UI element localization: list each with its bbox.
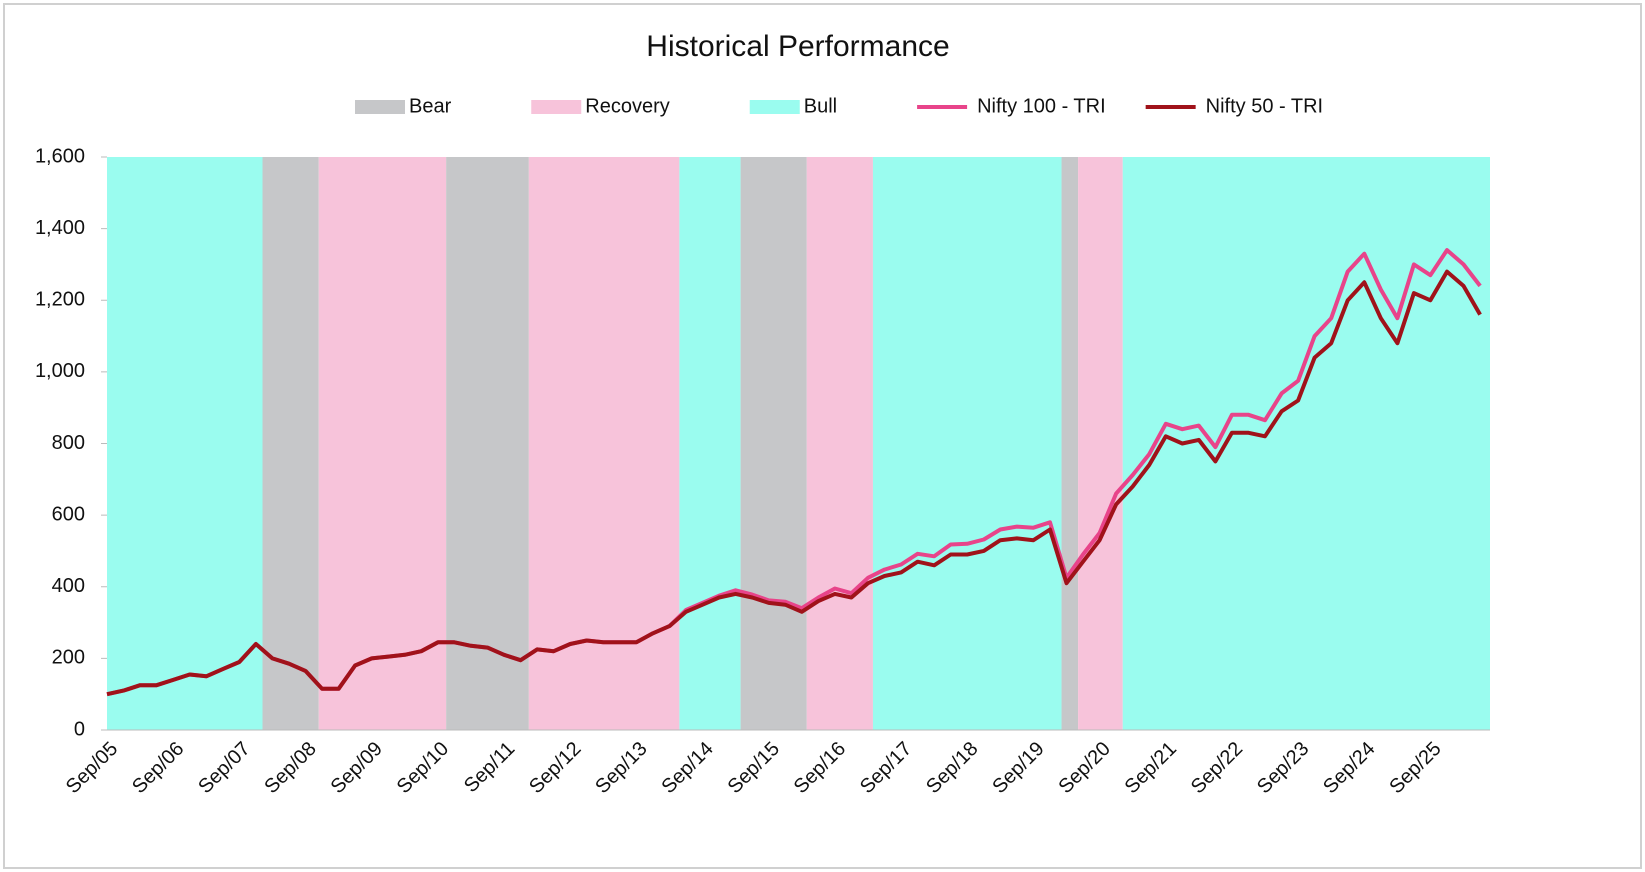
legend-swatch — [749, 100, 800, 114]
legend-swatch — [531, 100, 582, 114]
y-tick-label: 800 — [52, 432, 85, 454]
legend-label: Bull — [804, 95, 837, 117]
y-tick-label: 1,000 — [35, 360, 85, 382]
legend-label: Nifty 50 - TRI — [1206, 95, 1323, 117]
chart-title: Historical Performance — [646, 30, 949, 63]
regime-band — [679, 157, 741, 730]
y-tick-label: 200 — [52, 647, 85, 669]
y-tick-label: 600 — [52, 503, 85, 525]
y-tick-label: 1,600 — [35, 145, 85, 167]
regime-band — [872, 157, 1062, 730]
regime-band — [1061, 157, 1079, 730]
y-tick-label: 0 — [74, 718, 85, 740]
legend-label: Recovery — [585, 95, 669, 117]
regime-band — [107, 157, 263, 730]
y-tick-label: 1,400 — [35, 217, 85, 239]
regime-band — [446, 157, 529, 730]
regime-band — [1078, 157, 1123, 730]
y-tick-label: 400 — [52, 575, 85, 597]
legend-swatch — [355, 100, 405, 114]
y-tick-label: 1,200 — [35, 289, 85, 311]
regime-band — [740, 157, 807, 730]
regime-band — [806, 157, 873, 730]
regime-band — [318, 157, 447, 730]
series-line — [106, 269, 1482, 697]
legend-label: Bear — [409, 95, 452, 117]
regime-band — [262, 157, 319, 730]
legend-label: Nifty 100 - TRI — [977, 95, 1106, 117]
